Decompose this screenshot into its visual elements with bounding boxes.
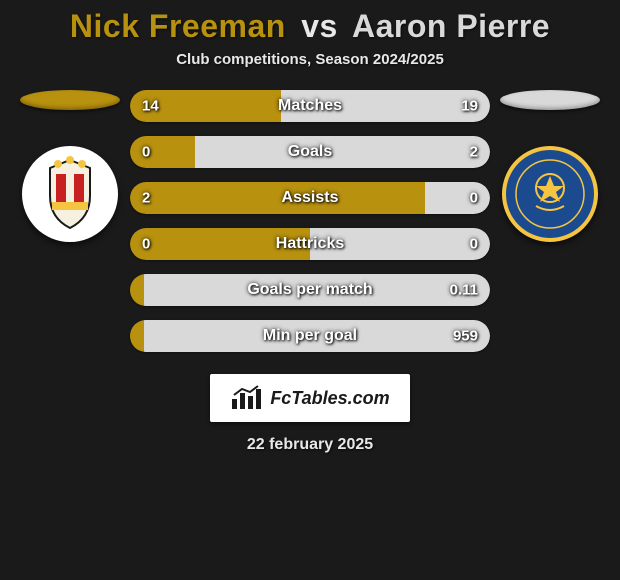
comparison-card: Nick Freeman vs Aaron Pierre Club compet… (0, 0, 620, 580)
player2-name: Aaron Pierre (352, 8, 550, 44)
stat-value-right: 0.11 (450, 282, 478, 299)
stat-value-right: 0 (470, 236, 478, 253)
stat-value-left: 14 (142, 98, 159, 115)
right-side (490, 90, 610, 242)
main-layout: 14 19 Matches 0 2 Goals 2 0 Assists 0 0 Hattricks 0.… (0, 90, 620, 352)
subtitle: Club competitions, Season 2024/2025 (176, 51, 444, 68)
fctables-branding: FcTables.com (210, 374, 410, 422)
bar-left-fill (130, 274, 144, 306)
stat-label: Goals per match (247, 281, 372, 299)
fctables-label: FcTables.com (270, 388, 389, 409)
stat-bar: 0 0 Hattricks (130, 228, 490, 260)
bar-left-fill (130, 182, 425, 214)
bar-left-fill (130, 136, 195, 168)
chart-icon (230, 385, 264, 411)
stat-label: Hattricks (276, 235, 344, 253)
stat-bars: 14 19 Matches 0 2 Goals 2 0 Assists 0 0 Hattricks 0.… (130, 90, 490, 352)
player1-badge (22, 146, 118, 242)
page-title: Nick Freeman vs Aaron Pierre (70, 8, 550, 45)
date-label: 22 february 2025 (247, 436, 373, 454)
player1-oval (20, 90, 120, 110)
player2-oval (500, 90, 600, 110)
stat-value-right: 0 (470, 190, 478, 207)
stat-bar: 959 Min per goal (130, 320, 490, 352)
player1-name: Nick Freeman (70, 8, 286, 44)
bar-right-fill (195, 136, 490, 168)
stat-bar: 0.11 Goals per match (130, 274, 490, 306)
crest-left-icon (22, 146, 118, 242)
vs-label: vs (301, 8, 338, 44)
crest-right-icon (502, 146, 598, 242)
stat-value-right: 19 (461, 98, 478, 115)
stat-bar: 14 19 Matches (130, 90, 490, 122)
left-side (10, 90, 130, 242)
stat-label: Goals (288, 143, 332, 161)
player2-badge (502, 146, 598, 242)
bar-right-fill (425, 182, 490, 214)
stat-value-left: 0 (142, 144, 150, 161)
stat-value-left: 2 (142, 190, 150, 207)
stat-bar: 0 2 Goals (130, 136, 490, 168)
stat-bar: 2 0 Assists (130, 182, 490, 214)
bar-left-fill (130, 320, 144, 352)
stat-label: Matches (278, 97, 342, 115)
stat-value-right: 2 (470, 144, 478, 161)
stat-value-right: 959 (453, 328, 478, 345)
stat-value-left: 0 (142, 236, 150, 253)
stat-label: Min per goal (263, 327, 357, 345)
stat-label: Assists (282, 189, 339, 207)
